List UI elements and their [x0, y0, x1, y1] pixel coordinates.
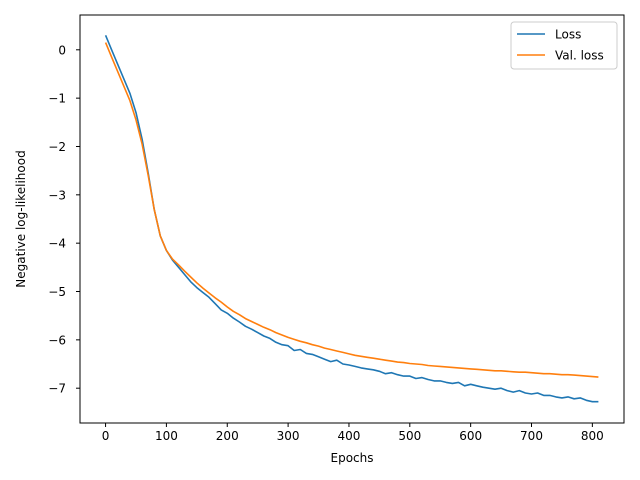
x-tick-label: 700 — [520, 429, 543, 443]
series-line-val-loss — [104, 42, 599, 378]
y-tick-label: −5 — [48, 285, 66, 299]
y-axis-ticks: 0 −1 −2 −3 −4 −5 −6 −7 — [48, 43, 80, 396]
y-tick-label: −7 — [48, 382, 66, 396]
y-tick-label: −4 — [48, 237, 66, 251]
series-line-loss — [104, 34, 599, 403]
x-tick-label: 500 — [398, 429, 421, 443]
x-tick-label: 400 — [338, 429, 361, 443]
y-tick-label: −6 — [48, 333, 66, 347]
x-tick-label: 0 — [102, 429, 110, 443]
y-tick-label: −1 — [48, 92, 66, 106]
axes-frame — [79, 14, 625, 424]
y-tick-label: −2 — [48, 140, 66, 154]
x-tick-label: 100 — [155, 429, 178, 443]
x-tick-label: 300 — [277, 429, 300, 443]
y-tick-label: 0 — [58, 43, 66, 57]
plot-area — [104, 34, 599, 403]
legend-label-loss: Loss — [555, 28, 581, 42]
y-tick-label: −3 — [48, 188, 66, 202]
x-tick-label: 800 — [581, 429, 604, 443]
x-axis-ticks: 0 100 200 300 400 500 600 700 800 — [102, 423, 604, 443]
x-tick-label: 600 — [459, 429, 482, 443]
y-axis-label: Negative log-likelihood — [14, 150, 28, 287]
legend-label-val-loss: Val. loss — [555, 49, 604, 63]
x-axis-label: Epochs — [331, 451, 374, 465]
x-tick-label: 200 — [216, 429, 239, 443]
legend: Loss Val. loss — [510, 21, 618, 70]
